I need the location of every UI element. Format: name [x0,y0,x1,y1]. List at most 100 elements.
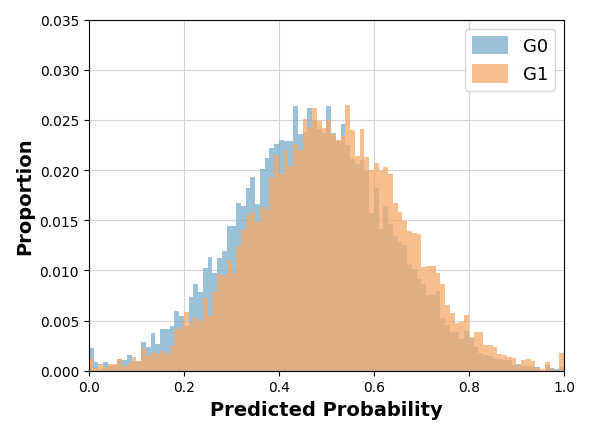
Bar [412,270,417,371]
Bar [384,168,388,371]
Bar [493,359,497,371]
Bar [497,354,502,371]
Bar [103,367,108,371]
Bar [169,326,174,371]
Bar [365,171,369,371]
Bar [322,134,326,371]
Bar [365,158,369,371]
Bar [355,157,360,371]
Bar [441,285,445,371]
Bar [184,326,189,371]
Bar [165,354,169,371]
Bar [270,148,274,371]
Bar [194,317,198,371]
Bar [279,141,284,371]
Bar [245,216,250,371]
Bar [545,365,550,371]
Bar [179,316,184,371]
Bar [160,351,165,371]
Bar [212,274,217,371]
Bar [502,360,507,371]
Bar [388,225,393,371]
Bar [445,325,450,371]
Bar [431,295,435,371]
Bar [402,246,407,371]
Bar [141,348,146,371]
Bar [398,243,402,371]
Bar [146,347,150,371]
Bar [165,329,169,371]
Bar [526,359,531,371]
Bar [284,141,289,371]
Bar [469,337,474,371]
Bar [198,321,203,371]
Bar [426,267,431,371]
Bar [127,355,132,371]
Bar [369,171,374,371]
Bar [360,161,365,371]
Bar [516,364,521,371]
Bar [122,366,127,371]
Bar [531,367,536,371]
Bar [550,368,555,371]
Bar [464,315,469,371]
Bar [379,230,384,371]
Bar [312,121,317,371]
Bar [136,361,141,371]
Bar [122,360,127,371]
Bar [298,135,303,371]
Bar [374,164,379,371]
Bar [550,369,555,371]
X-axis label: Predicted Probability: Predicted Probability [210,400,442,419]
Bar [516,365,521,371]
Bar [384,207,388,371]
Bar [264,158,270,371]
Bar [379,171,384,371]
Bar [160,329,165,371]
Bar [455,323,460,371]
Bar [132,361,136,371]
Bar [417,280,421,371]
Bar [108,366,113,371]
Bar [478,332,483,371]
Bar [208,316,212,371]
Bar [488,356,493,371]
Bar [103,362,108,371]
Bar [483,345,488,371]
Bar [350,160,355,371]
Bar [464,331,469,371]
Bar [460,322,464,371]
Bar [198,293,203,371]
Bar [108,364,113,371]
Bar [264,210,270,371]
Bar [260,208,264,371]
Bar [536,368,540,371]
Bar [441,318,445,371]
Bar [431,267,435,371]
Bar [155,354,160,371]
Bar [521,366,526,371]
Bar [255,205,260,371]
Bar [398,213,402,371]
Bar [99,369,103,371]
Bar [478,353,483,371]
Bar [512,365,516,371]
Bar [417,235,421,371]
Bar [236,247,241,371]
Bar [279,174,284,371]
Bar [293,107,298,371]
Bar [402,222,407,371]
Bar [174,329,179,371]
Bar [497,359,502,371]
Bar [88,359,94,371]
Bar [421,285,426,371]
Bar [169,346,174,371]
Bar [340,125,345,371]
Bar [222,252,227,371]
Bar [117,359,122,371]
Bar [460,339,464,371]
Bar [179,327,184,371]
Legend: G0, G1: G0, G1 [465,30,555,92]
Bar [326,121,331,371]
Bar [559,353,564,371]
